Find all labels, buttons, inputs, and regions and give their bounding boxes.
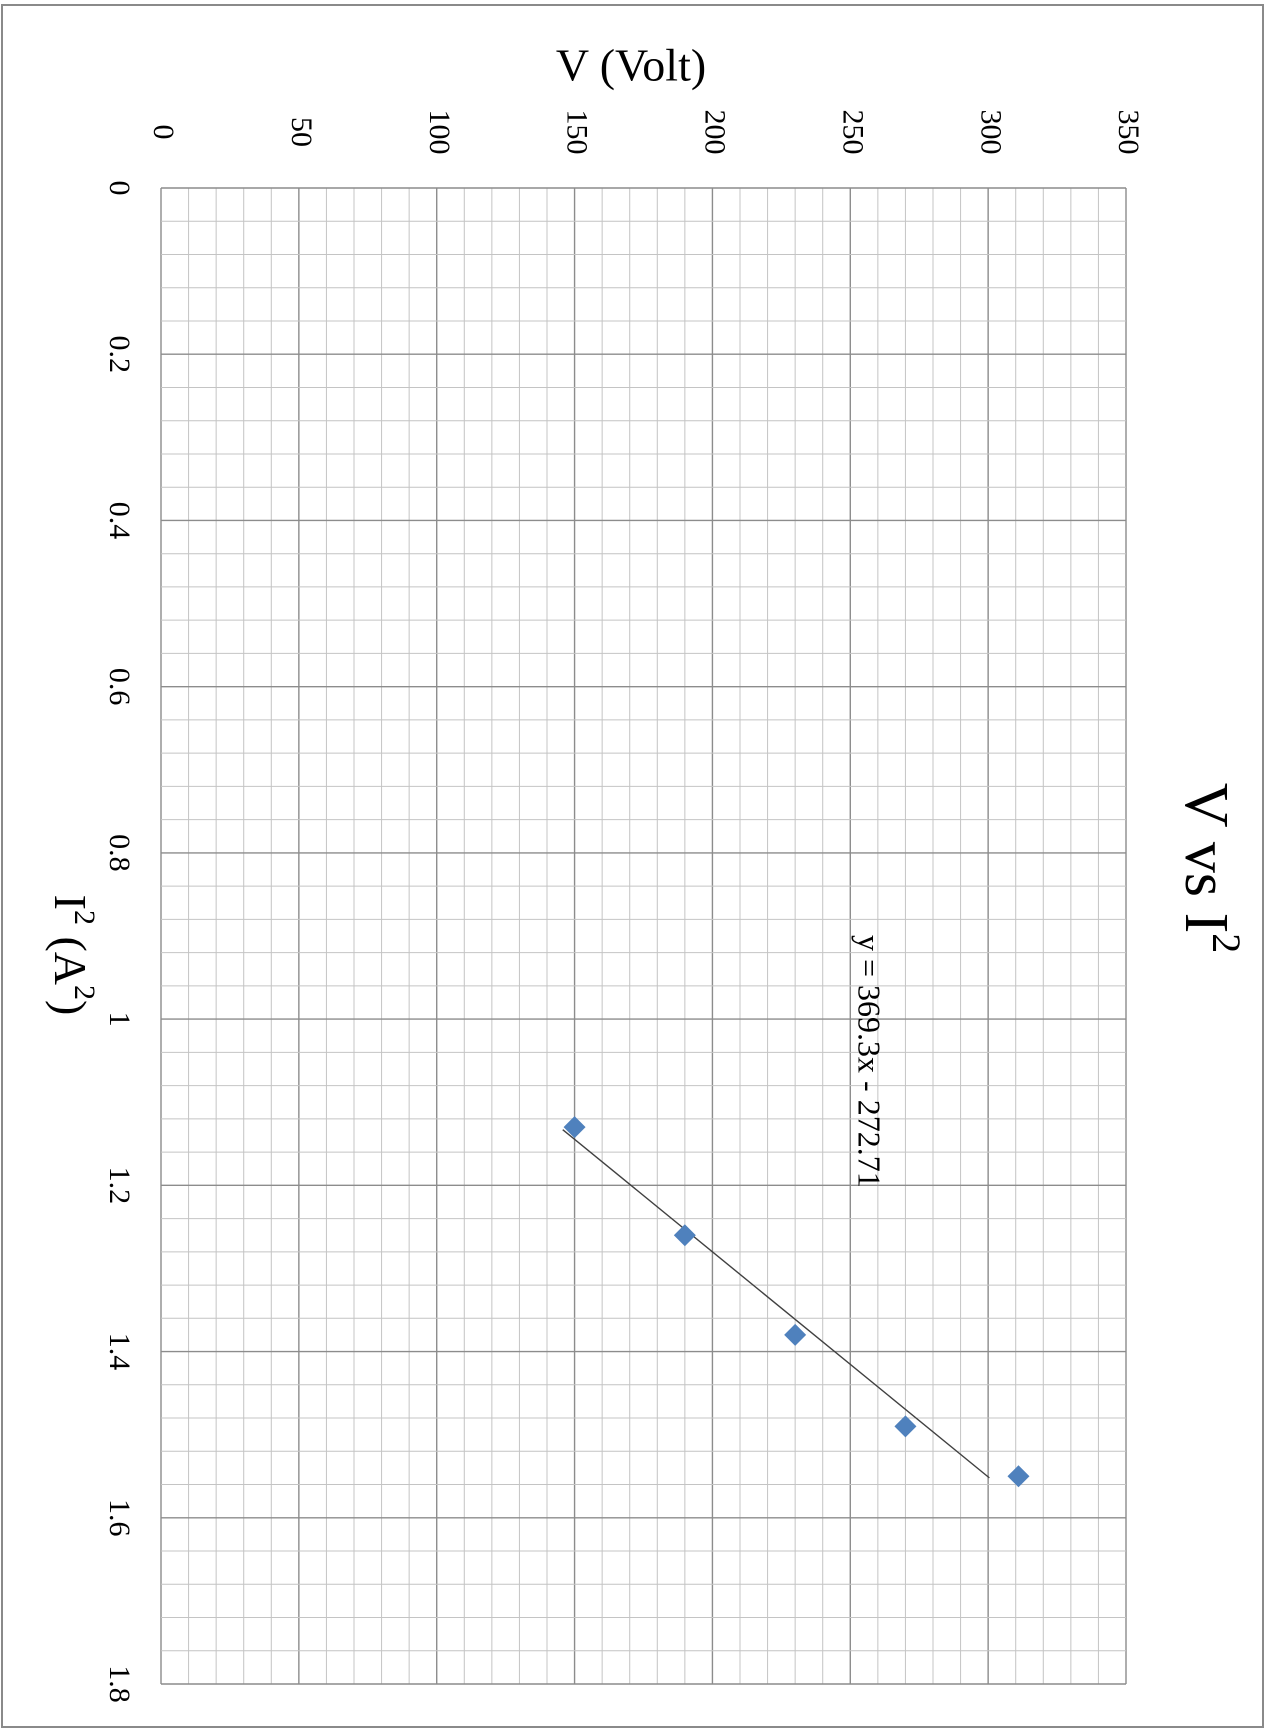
y-tick-label: 0 [147, 125, 180, 140]
grid [160, 187, 1127, 1685]
y-tick-label: 100 [423, 110, 456, 155]
x-tick-label: 1.8 [103, 1665, 136, 1703]
x-tick-label: 1.6 [103, 1499, 136, 1537]
x-axis-label: I2 (A2) [45, 895, 101, 1016]
y-tick-label: 150 [561, 110, 594, 155]
x-tick-label: 0.4 [103, 502, 136, 540]
chart-title-sup: 2 [1204, 933, 1249, 953]
y-tick-label: 300 [974, 110, 1007, 155]
y-tick-label: 50 [285, 117, 318, 147]
chart-title: V vs I2 [1172, 783, 1249, 953]
x-tick-label: 1 [103, 1012, 136, 1027]
y-axis-label: V (Volt) [556, 40, 706, 91]
x-tick-label: 1.4 [103, 1333, 136, 1371]
data-point [563, 1116, 586, 1139]
x-tick-label: 0.2 [103, 335, 136, 373]
y-tick-label: 200 [699, 110, 732, 155]
trendline-layer [562, 1129, 990, 1479]
trendline [562, 1129, 990, 1479]
chart-frame [1, 4, 1264, 1728]
y-tick-label: 350 [1112, 110, 1145, 155]
data-points [563, 1116, 1030, 1488]
data-point [1007, 1465, 1030, 1488]
y-tick-label: 250 [836, 110, 869, 155]
trendline-equation: y = 369.3x - 272.71 [852, 935, 888, 1188]
data-point [673, 1224, 696, 1247]
x-tick-label: 0.6 [103, 668, 136, 706]
x-tick-label: 0 [103, 181, 136, 196]
data-point [784, 1323, 807, 1346]
tick-labels: 0 50 100 150 200 250 300 350 0 0.2 0.4 0.6 0.8 1 1.2 1.… [103, 110, 1145, 1703]
data-point [894, 1415, 917, 1438]
x-tick-label: 0.8 [103, 834, 136, 872]
x-tick-label: 1.2 [103, 1167, 136, 1205]
